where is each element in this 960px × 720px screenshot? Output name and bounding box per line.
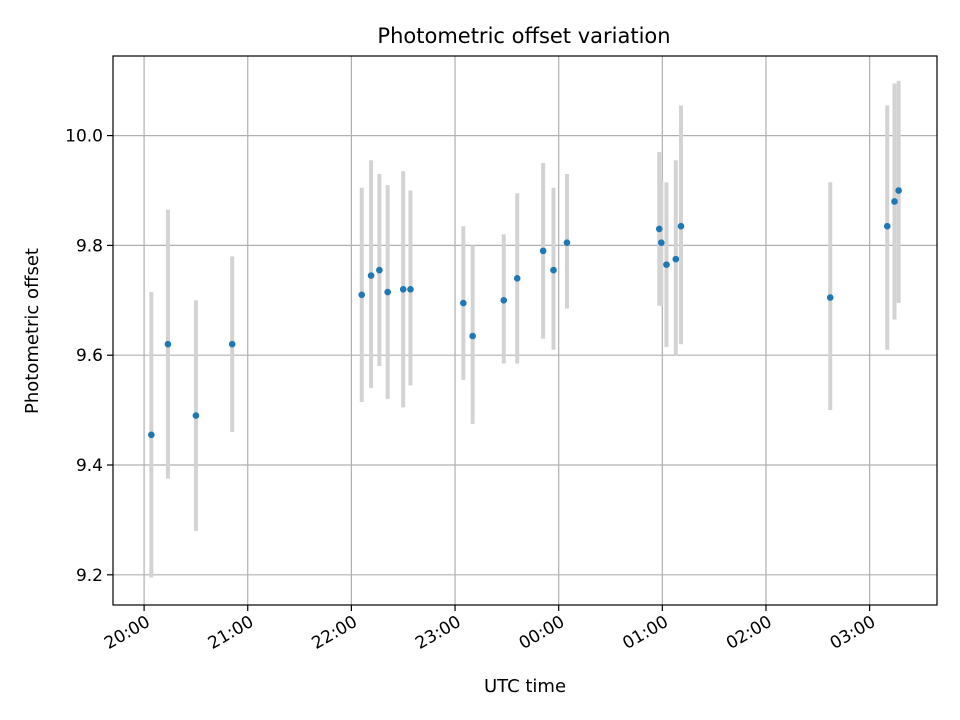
data-point — [228, 340, 236, 348]
data-points — [148, 187, 902, 439]
data-point — [367, 272, 375, 279]
plot-area-frame — [112, 55, 938, 606]
x-tick-label: 02:00 — [723, 612, 775, 654]
x-tick-label: 23:00 — [412, 612, 464, 654]
data-point — [550, 266, 557, 274]
data-point — [655, 225, 663, 233]
y-tick-label: 9.6 — [76, 346, 103, 366]
x-tick-label: 00:00 — [516, 612, 568, 654]
data-point — [657, 239, 665, 246]
y-tick-label: 9.2 — [76, 566, 103, 586]
error-bars — [149, 80, 901, 578]
y-axis-label: Photometric offset — [22, 248, 43, 414]
x-tick-label: 03:00 — [827, 612, 879, 654]
data-point — [376, 266, 383, 274]
x-axis-ticks: 20:00 21:00 22:00 23:00 00:00 01:00 02:00 03:00 — [101, 605, 879, 654]
data-point — [672, 255, 680, 263]
data-point — [148, 431, 155, 439]
data-point — [384, 288, 391, 296]
data-point — [460, 299, 467, 307]
x-tick-label: 20:00 — [101, 612, 153, 654]
y-tick-label: 9.4 — [76, 456, 103, 476]
data-point — [164, 340, 172, 348]
data-point — [192, 412, 200, 419]
x-axis-label: UTC time — [484, 676, 566, 697]
y-axis-ticks: 9.2 9.4 9.6 9.8 10.0 — [65, 127, 113, 586]
data-point — [826, 294, 834, 301]
data-point — [663, 261, 670, 268]
y-tick-label: 10.0 — [65, 127, 103, 147]
data-point — [895, 187, 902, 194]
data-point — [539, 247, 547, 255]
data-point — [563, 239, 571, 246]
data-point — [407, 286, 414, 293]
data-point — [399, 286, 407, 293]
data-point — [358, 291, 366, 299]
chart-title: Photometric offset variation — [377, 24, 670, 48]
data-point — [677, 222, 685, 230]
data-point — [513, 275, 521, 282]
data-point — [469, 332, 476, 340]
grid-lines — [113, 56, 937, 605]
x-tick-label: 22:00 — [308, 612, 360, 654]
y-tick-label: 9.8 — [76, 236, 103, 256]
data-point — [883, 222, 891, 230]
x-tick-label: 21:00 — [205, 612, 257, 654]
data-point — [500, 297, 508, 304]
data-point — [891, 198, 898, 205]
x-tick-label: 01:00 — [619, 612, 671, 654]
